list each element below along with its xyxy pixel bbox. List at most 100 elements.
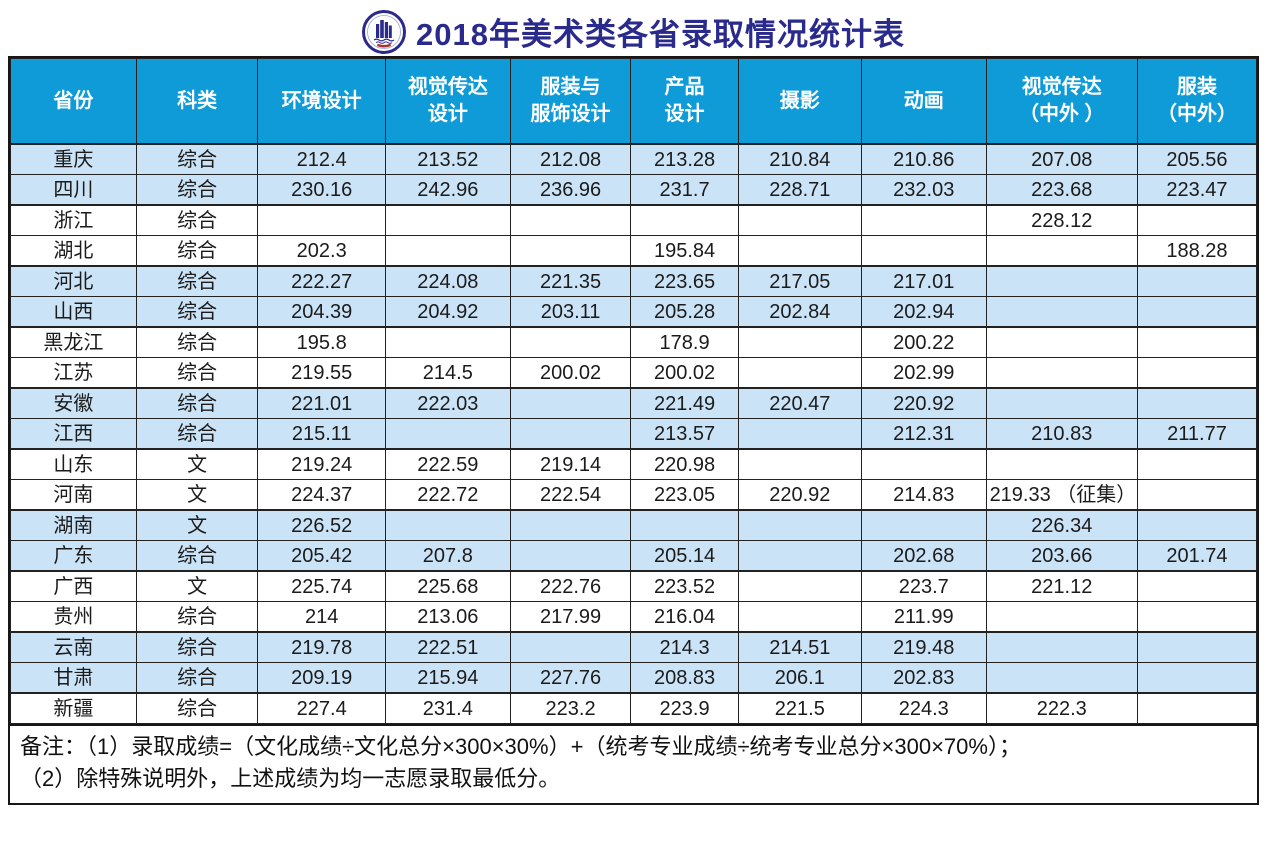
score-cell: 222.03 (385, 387, 511, 419)
column-header: 环境设计 (257, 58, 387, 145)
category-cell: 综合 (135, 296, 259, 328)
score-cell: 219.33 （征集） (985, 479, 1138, 511)
score-cell: 214.83 (860, 479, 987, 511)
score-cell: 226.52 (257, 509, 387, 541)
score-cell: 212.31 (860, 418, 987, 450)
score-cell (985, 296, 1138, 328)
province-cell: 黑龙江 (10, 326, 137, 358)
score-cell: 221.49 (630, 387, 739, 419)
score-cell: 200.22 (860, 326, 987, 358)
score-cell (1136, 357, 1258, 389)
province-cell: 广东 (10, 540, 137, 572)
score-cell (737, 357, 862, 389)
table-row: 重庆 综合 212.4 213.52 212.08 213.28 210.84 210.86 2… (10, 143, 1258, 175)
score-cell: 221.5 (737, 692, 862, 724)
score-cell: 219.14 (509, 448, 632, 480)
score-cell (509, 540, 632, 572)
score-cell (985, 601, 1138, 633)
score-cell (1136, 448, 1258, 480)
province-cell: 四川 (10, 174, 137, 206)
score-cell: 210.86 (860, 143, 987, 175)
score-cell (1136, 662, 1258, 694)
score-cell: 209.19 (257, 662, 387, 694)
table-body: 重庆 综合 212.4 213.52 212.08 213.28 210.84 210.86 2… (10, 143, 1258, 724)
score-cell (737, 235, 862, 267)
province-cell: 湖南 (10, 509, 137, 541)
score-cell: 202.3 (257, 235, 387, 267)
table-row: 湖北 综合 202.3 195.84 188.28 (10, 235, 1258, 267)
score-cell: 214.3 (630, 631, 739, 663)
province-cell: 河北 (10, 265, 137, 297)
score-cell: 203.11 (509, 296, 632, 328)
score-cell: 213.52 (385, 143, 511, 175)
category-cell: 文 (135, 479, 259, 511)
score-cell: 208.83 (630, 662, 739, 694)
score-cell (985, 448, 1138, 480)
score-cell: 217.01 (860, 265, 987, 297)
province-cell: 新疆 (10, 692, 137, 724)
table-row: 云南 综合 219.78 222.51 214.3 214.51 219.48 (10, 631, 1258, 663)
score-cell: 231.7 (630, 174, 739, 206)
score-cell: 221.01 (257, 387, 387, 419)
score-cell (1136, 631, 1258, 663)
score-cell: 232.03 (860, 174, 987, 206)
score-cell: 195.84 (630, 235, 739, 267)
score-cell (509, 509, 632, 541)
footnote: 备注：（1）录取成绩=（文化成绩÷文化总分×300×30%）+（统考专业成绩÷统… (10, 724, 1257, 803)
province-cell: 山东 (10, 448, 137, 480)
admission-stats-table: 省份 科类 环境设计 视觉传达 设计 服装与 服饰设计 产品 设计 摄影 动画 视觉传达 （中外… (10, 58, 1258, 724)
category-cell: 综合 (135, 601, 259, 633)
score-cell: 222.54 (509, 479, 632, 511)
province-cell: 云南 (10, 631, 137, 663)
score-cell (985, 631, 1138, 663)
score-cell: 211.99 (860, 601, 987, 633)
score-cell (860, 204, 987, 236)
score-cell (509, 631, 632, 663)
score-cell (385, 326, 511, 358)
score-cell: 230.16 (257, 174, 387, 206)
score-cell (1136, 509, 1258, 541)
score-cell (737, 509, 862, 541)
score-cell: 222.27 (257, 265, 387, 297)
score-cell: 203.66 (985, 540, 1138, 572)
score-cell: 220.92 (737, 479, 862, 511)
score-cell (985, 387, 1138, 419)
category-cell: 文 (135, 448, 259, 480)
category-cell: 综合 (135, 357, 259, 389)
column-header: 摄影 (737, 58, 862, 145)
score-cell: 242.96 (385, 174, 511, 206)
score-cell: 219.78 (257, 631, 387, 663)
score-cell: 202.68 (860, 540, 987, 572)
province-cell: 江西 (10, 418, 137, 450)
score-cell (1136, 570, 1258, 602)
column-header: 视觉传达 设计 (385, 58, 511, 145)
score-cell (1136, 692, 1258, 724)
score-cell (737, 204, 862, 236)
score-cell: 202.83 (860, 662, 987, 694)
score-cell (630, 509, 739, 541)
score-cell: 216.04 (630, 601, 739, 633)
score-cell: 200.02 (630, 357, 739, 389)
score-cell (860, 448, 987, 480)
column-header: 产品 设计 (630, 58, 739, 145)
category-cell: 综合 (135, 143, 259, 175)
score-cell: 223.65 (630, 265, 739, 297)
score-cell: 223.68 (985, 174, 1138, 206)
page-title: 2018年美术类各省录取情况统计表 (416, 17, 905, 52)
score-cell: 222.51 (385, 631, 511, 663)
score-cell: 213.57 (630, 418, 739, 450)
score-cell: 200.02 (509, 357, 632, 389)
score-cell: 202.99 (860, 357, 987, 389)
province-cell: 湖北 (10, 235, 137, 267)
footnote-line-2: （2）除特殊说明外，上述成绩为均一志愿录取最低分。 (20, 765, 561, 791)
score-cell (1136, 387, 1258, 419)
score-cell (985, 235, 1138, 267)
table-row: 甘肃 综合 209.19 215.94 227.76 208.83 206.1 202.83 (10, 662, 1258, 694)
score-cell: 223.7 (860, 570, 987, 602)
score-cell: 178.9 (630, 326, 739, 358)
score-cell: 214.5 (385, 357, 511, 389)
table-row: 浙江 综合 228.12 (10, 204, 1258, 236)
category-cell: 综合 (135, 265, 259, 297)
score-cell (1136, 204, 1258, 236)
